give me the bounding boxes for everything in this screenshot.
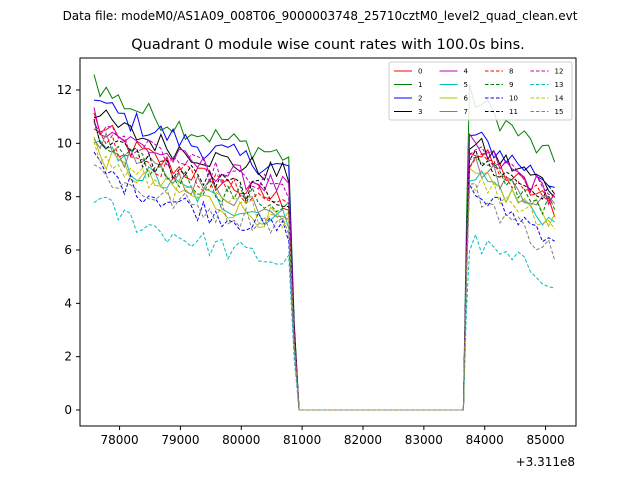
series-line-11 (93, 118, 556, 411)
y-tick-label: 12 (57, 83, 72, 97)
legend-label-1: 1 (418, 81, 422, 89)
legend-label-14: 14 (555, 95, 564, 103)
legend-label-7: 7 (464, 108, 468, 116)
legend-label-6: 6 (464, 95, 469, 103)
x-tick-label: 82000 (344, 433, 382, 447)
series-line-9 (93, 121, 556, 411)
series-line-3 (93, 109, 556, 411)
series-line-10 (93, 151, 555, 411)
legend-box (388, 61, 573, 121)
axes-frame (79, 57, 577, 427)
x-axis: 78000 79000 80000 81000 82000 83000 84000 85000 (100, 426, 565, 447)
y-tick-label: 0 (64, 403, 72, 417)
series-line-1 (93, 74, 556, 411)
x-tick-label: 85000 (526, 433, 564, 447)
series-line-13 (93, 196, 555, 411)
legend-label-8: 8 (509, 68, 513, 76)
legend-label-0: 0 (418, 68, 422, 76)
legend-label-13: 13 (555, 81, 564, 89)
series-line-15 (93, 164, 556, 411)
x-tick-label: 78000 (100, 433, 138, 447)
x-tick-label: 81000 (283, 433, 321, 447)
series-line-8 (93, 128, 556, 411)
plot-area (93, 74, 556, 411)
chart-title: Quadrant 0 module wise count rates with … (131, 37, 525, 53)
legend-label-10: 10 (509, 95, 518, 103)
x-tick-label: 80000 (222, 433, 260, 447)
y-tick-label: 4 (64, 296, 72, 310)
legend-label-3: 3 (418, 108, 422, 116)
series-line-14 (93, 141, 556, 411)
legend-label-2: 2 (418, 95, 422, 103)
x-tick-label: 83000 (405, 433, 443, 447)
y-tick-label: 6 (64, 243, 72, 257)
y-tick-label: 2 (64, 350, 72, 364)
legend-label-15: 15 (555, 108, 564, 116)
legend-label-12: 12 (555, 68, 564, 76)
x-axis-offset-label: +3.311e8 (516, 455, 575, 469)
y-tick-label: 8 (64, 190, 72, 204)
series-line-2 (93, 99, 555, 411)
x-tick-label: 84000 (466, 433, 504, 447)
chart-suptitle: Data file: modeM0/AS1A09_008T06_90000037… (63, 9, 578, 23)
legend-label-11: 11 (509, 108, 518, 116)
y-axis: 0 2 4 6 8 10 12 (57, 83, 80, 417)
series-line-12 (93, 120, 555, 411)
y-tick-label: 10 (57, 136, 72, 150)
x-tick-label: 79000 (161, 433, 199, 447)
legend-label-5: 5 (464, 81, 468, 89)
legend-label-9: 9 (509, 81, 513, 89)
legend-label-4: 4 (464, 68, 469, 76)
series-line-6 (93, 136, 556, 411)
